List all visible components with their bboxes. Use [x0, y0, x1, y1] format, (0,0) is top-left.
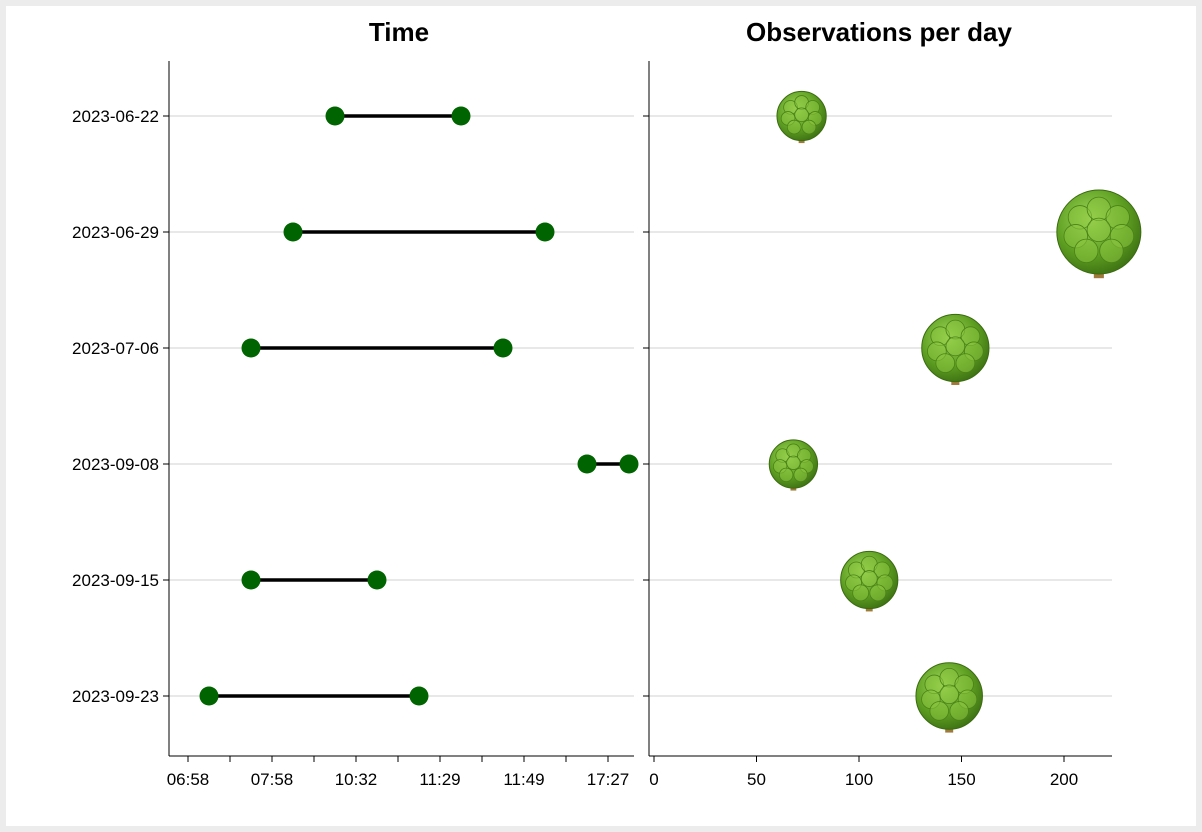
time-grid: [169, 115, 634, 697]
observations-x-axis: 0 50 100 150 200: [649, 755, 1112, 789]
tree-leaf-cluster: [794, 107, 809, 123]
observations-y-axis: [643, 61, 650, 756]
observations-x-tick-label: 150: [947, 770, 975, 789]
observations-x-tick-label: 50: [747, 770, 766, 789]
time-range-start-point: [241, 338, 261, 358]
time-range-start-point: [199, 686, 219, 706]
tree-leaf-cluster: [793, 467, 808, 483]
observations-grid: [649, 115, 1112, 697]
time-y-tick-label: 2023-09-23: [72, 687, 159, 706]
time-range-start-point: [241, 570, 261, 590]
time-range: [199, 686, 429, 706]
time-range: [241, 338, 513, 358]
time-x-tick-label: 10:32: [335, 770, 378, 789]
tree-leaf-cluster: [786, 119, 802, 135]
time-range-start-point: [577, 454, 597, 474]
tree-leaf-cluster: [852, 584, 870, 602]
chart-svg: Time 2023-06-222023-06-292023-07-062023-…: [72, 17, 1142, 789]
time-y-tick-label: 2023-09-15: [72, 571, 159, 590]
time-x-tick-label: 07:58: [251, 770, 294, 789]
tree-leaf-cluster: [869, 584, 887, 602]
observations-x-tick-label: 200: [1050, 770, 1078, 789]
tree-icon: [921, 313, 990, 385]
tree-leaf-cluster: [949, 701, 969, 721]
time-range-end-point: [535, 222, 555, 242]
time-panel-title: Time: [369, 17, 429, 47]
time-panel: Time 2023-06-222023-06-292023-07-062023-…: [72, 17, 639, 789]
time-range-end-point: [493, 338, 513, 358]
tree-leaf-cluster: [939, 684, 959, 705]
time-range-end-point: [367, 570, 387, 590]
tree-icon: [1056, 189, 1142, 279]
time-x-tick-label: 11:49: [503, 770, 544, 789]
tree-leaf-cluster: [1099, 238, 1124, 264]
time-x-axis: 06:58 07:58 10:32 11:29 11:49 17:27: [167, 755, 634, 789]
time-x-tick-label: 11:29: [419, 770, 460, 789]
tree-leaf-cluster: [1086, 217, 1112, 243]
tree-icon: [768, 439, 819, 491]
time-x-tick-label: 06:58: [167, 770, 210, 789]
time-range: [241, 570, 387, 590]
time-y-tick-label: 2023-09-08: [72, 455, 159, 474]
time-range: [283, 222, 555, 242]
time-range-end-point: [451, 106, 471, 126]
time-range-start-point: [283, 222, 303, 242]
tree-leaf-cluster: [945, 336, 966, 357]
time-range-end-point: [619, 454, 639, 474]
time-x-tick-label: 17:27: [587, 770, 630, 789]
observations-panel-title: Observations per day: [746, 17, 1012, 47]
tree-icon: [840, 550, 899, 612]
tree-leaf-cluster: [801, 119, 817, 135]
observations-x-tick-label: 0: [649, 770, 658, 789]
time-ranges: [199, 106, 639, 706]
tree-leaf-cluster: [860, 570, 878, 587]
tree-leaf-cluster: [929, 701, 949, 721]
time-range: [577, 454, 639, 474]
time-y-tick-label: 2023-06-29: [72, 223, 159, 242]
tree-leaf-cluster: [1074, 238, 1099, 264]
time-range: [325, 106, 471, 126]
time-y-tick-label: 2023-07-06: [72, 339, 159, 358]
tree-icon: [776, 90, 827, 144]
time-y-tick-label: 2023-06-22: [72, 107, 159, 126]
tree-leaf-cluster: [786, 455, 801, 470]
observations-points: [768, 90, 1142, 733]
tree-leaf-cluster: [778, 467, 794, 483]
time-range-start-point: [325, 106, 345, 126]
chart-canvas: Time 2023-06-22 2023-06-29 2023-07-06 2023-…: [6, 6, 1196, 826]
time-range-end-point: [409, 686, 429, 706]
observations-x-tick-label: 100: [845, 770, 873, 789]
time-y-axis: 2023-06-22 2023-06-29 2023-07-06 2023-09-08…: [72, 61, 170, 756]
tree-icon: [915, 662, 983, 733]
observations-panel: Observations per day 0 50 100 150 200: [643, 17, 1142, 789]
tree-leaf-cluster: [955, 353, 976, 373]
tree-leaf-cluster: [935, 353, 956, 373]
